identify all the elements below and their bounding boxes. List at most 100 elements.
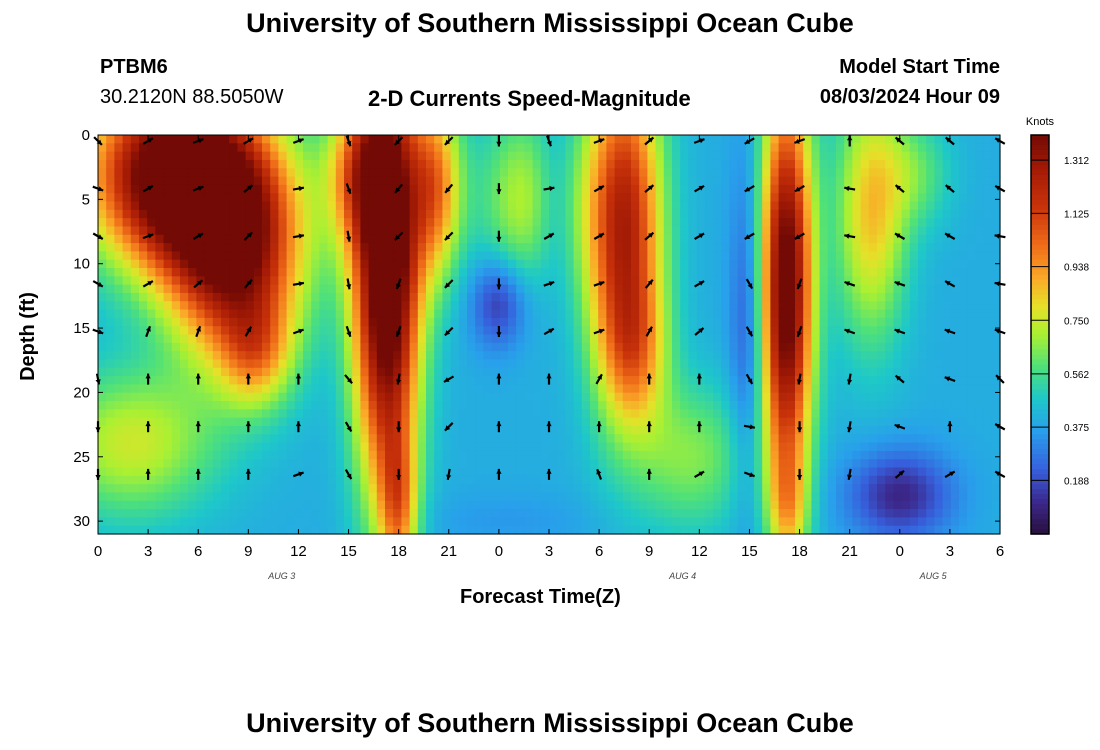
- heatmap-cell: [532, 459, 542, 469]
- heatmap-cell: [934, 135, 944, 144]
- heatmap-cell: [655, 276, 665, 286]
- heatmap-cell: [647, 168, 657, 178]
- heatmap-cell: [171, 425, 181, 435]
- heatmap-cell: [901, 425, 911, 435]
- heatmap-cell: [163, 417, 173, 427]
- heatmap-cell: [426, 517, 435, 527]
- heatmap-cell: [655, 334, 665, 344]
- heatmap-cell: [303, 184, 312, 194]
- heatmap-cell: [622, 243, 632, 252]
- heatmap-cell: [229, 509, 238, 518]
- heatmap-cell: [631, 151, 640, 161]
- heatmap-cell: [934, 193, 944, 203]
- heatmap-cell: [376, 159, 386, 169]
- heatmap-cell: [212, 184, 222, 194]
- heatmap-cell: [262, 276, 271, 286]
- heatmap-cell: [852, 384, 862, 394]
- heatmap-cell: [417, 342, 427, 352]
- heatmap-cell: [786, 326, 796, 336]
- heatmap-cell: [188, 334, 197, 344]
- heatmap-cell: [778, 442, 788, 452]
- heatmap-cell: [926, 376, 935, 385]
- heatmap-cell: [786, 143, 796, 153]
- heatmap-cell: [327, 367, 337, 377]
- heatmap-cell: [114, 326, 124, 336]
- heatmap-cell: [655, 243, 665, 252]
- heatmap-cell: [540, 201, 550, 211]
- heatmap-cell: [122, 201, 132, 211]
- heatmap-cell: [434, 326, 443, 336]
- heatmap-cell: [786, 218, 796, 228]
- heatmap-cell: [188, 450, 197, 460]
- heatmap-cell: [491, 226, 501, 236]
- heatmap-cell: [262, 251, 271, 261]
- heatmap-cell: [491, 201, 501, 211]
- heatmap-cell: [262, 326, 271, 336]
- heatmap-cell: [942, 359, 952, 369]
- heatmap-cell: [909, 401, 919, 410]
- heatmap-cell: [565, 151, 575, 161]
- heatmap-cell: [786, 309, 796, 319]
- heatmap-cell: [122, 500, 132, 510]
- heatmap-cell: [885, 218, 894, 228]
- heatmap-cell: [237, 234, 247, 244]
- heatmap-cell: [393, 218, 402, 228]
- heatmap-cell: [918, 376, 927, 385]
- heatmap-cell: [130, 434, 140, 444]
- heatmap-cell: [565, 492, 575, 502]
- heatmap-cell: [549, 351, 558, 361]
- heatmap-cell: [270, 409, 279, 419]
- heatmap-cell: [352, 251, 361, 261]
- heatmap-cell: [319, 525, 329, 535]
- heatmap-cell: [680, 176, 689, 186]
- heatmap-cell: [893, 301, 903, 311]
- heatmap-cell: [458, 284, 468, 294]
- heatmap-cell: [442, 475, 452, 485]
- heatmap-cell: [803, 442, 812, 452]
- heatmap-cell: [171, 218, 181, 228]
- heatmap-cell: [327, 351, 337, 361]
- heatmap-cell: [590, 259, 599, 269]
- heatmap-cell: [836, 317, 845, 327]
- heatmap-cell: [311, 525, 320, 535]
- heatmap-cell: [253, 193, 263, 203]
- heatmap-cell: [130, 234, 140, 244]
- heatmap-cell: [508, 525, 517, 535]
- heatmap-cell: [663, 500, 673, 510]
- heatmap-cell: [852, 492, 862, 502]
- heatmap-cell: [368, 409, 378, 419]
- heatmap-cell: [237, 425, 247, 435]
- heatmap-cell: [721, 193, 730, 203]
- heatmap-cell: [385, 193, 394, 203]
- heatmap-cell: [754, 309, 763, 319]
- heatmap-cell: [475, 401, 484, 410]
- heatmap-cell: [622, 351, 632, 361]
- heatmap-cell: [319, 500, 329, 510]
- heatmap-cell: [147, 351, 156, 361]
- heatmap-cell: [196, 326, 206, 336]
- heatmap-cell: [590, 218, 599, 228]
- heatmap-cell: [762, 317, 771, 327]
- heatmap-cell: [204, 259, 214, 269]
- heatmap-cell: [139, 259, 148, 269]
- heatmap-cell: [253, 342, 263, 352]
- heatmap-cell: [663, 292, 673, 302]
- heatmap-cell: [385, 268, 394, 277]
- heatmap-cell: [532, 268, 542, 277]
- heatmap-cell: [434, 334, 443, 344]
- heatmap-cell: [614, 309, 624, 319]
- heatmap-cell: [114, 159, 124, 169]
- heatmap-cell: [532, 184, 542, 194]
- heatmap-cell: [98, 351, 107, 361]
- heatmap-cell: [590, 401, 599, 410]
- heatmap-cell: [868, 517, 878, 527]
- heatmap-cell: [171, 317, 181, 327]
- heatmap-cell: [590, 234, 599, 244]
- heatmap-cell: [171, 484, 181, 494]
- heatmap-cell: [335, 243, 345, 252]
- heatmap-cell: [696, 209, 706, 219]
- heatmap-cell: [491, 276, 501, 286]
- heatmap-cell: [770, 284, 780, 294]
- heatmap-cell: [106, 525, 115, 535]
- heatmap-cell: [237, 209, 247, 219]
